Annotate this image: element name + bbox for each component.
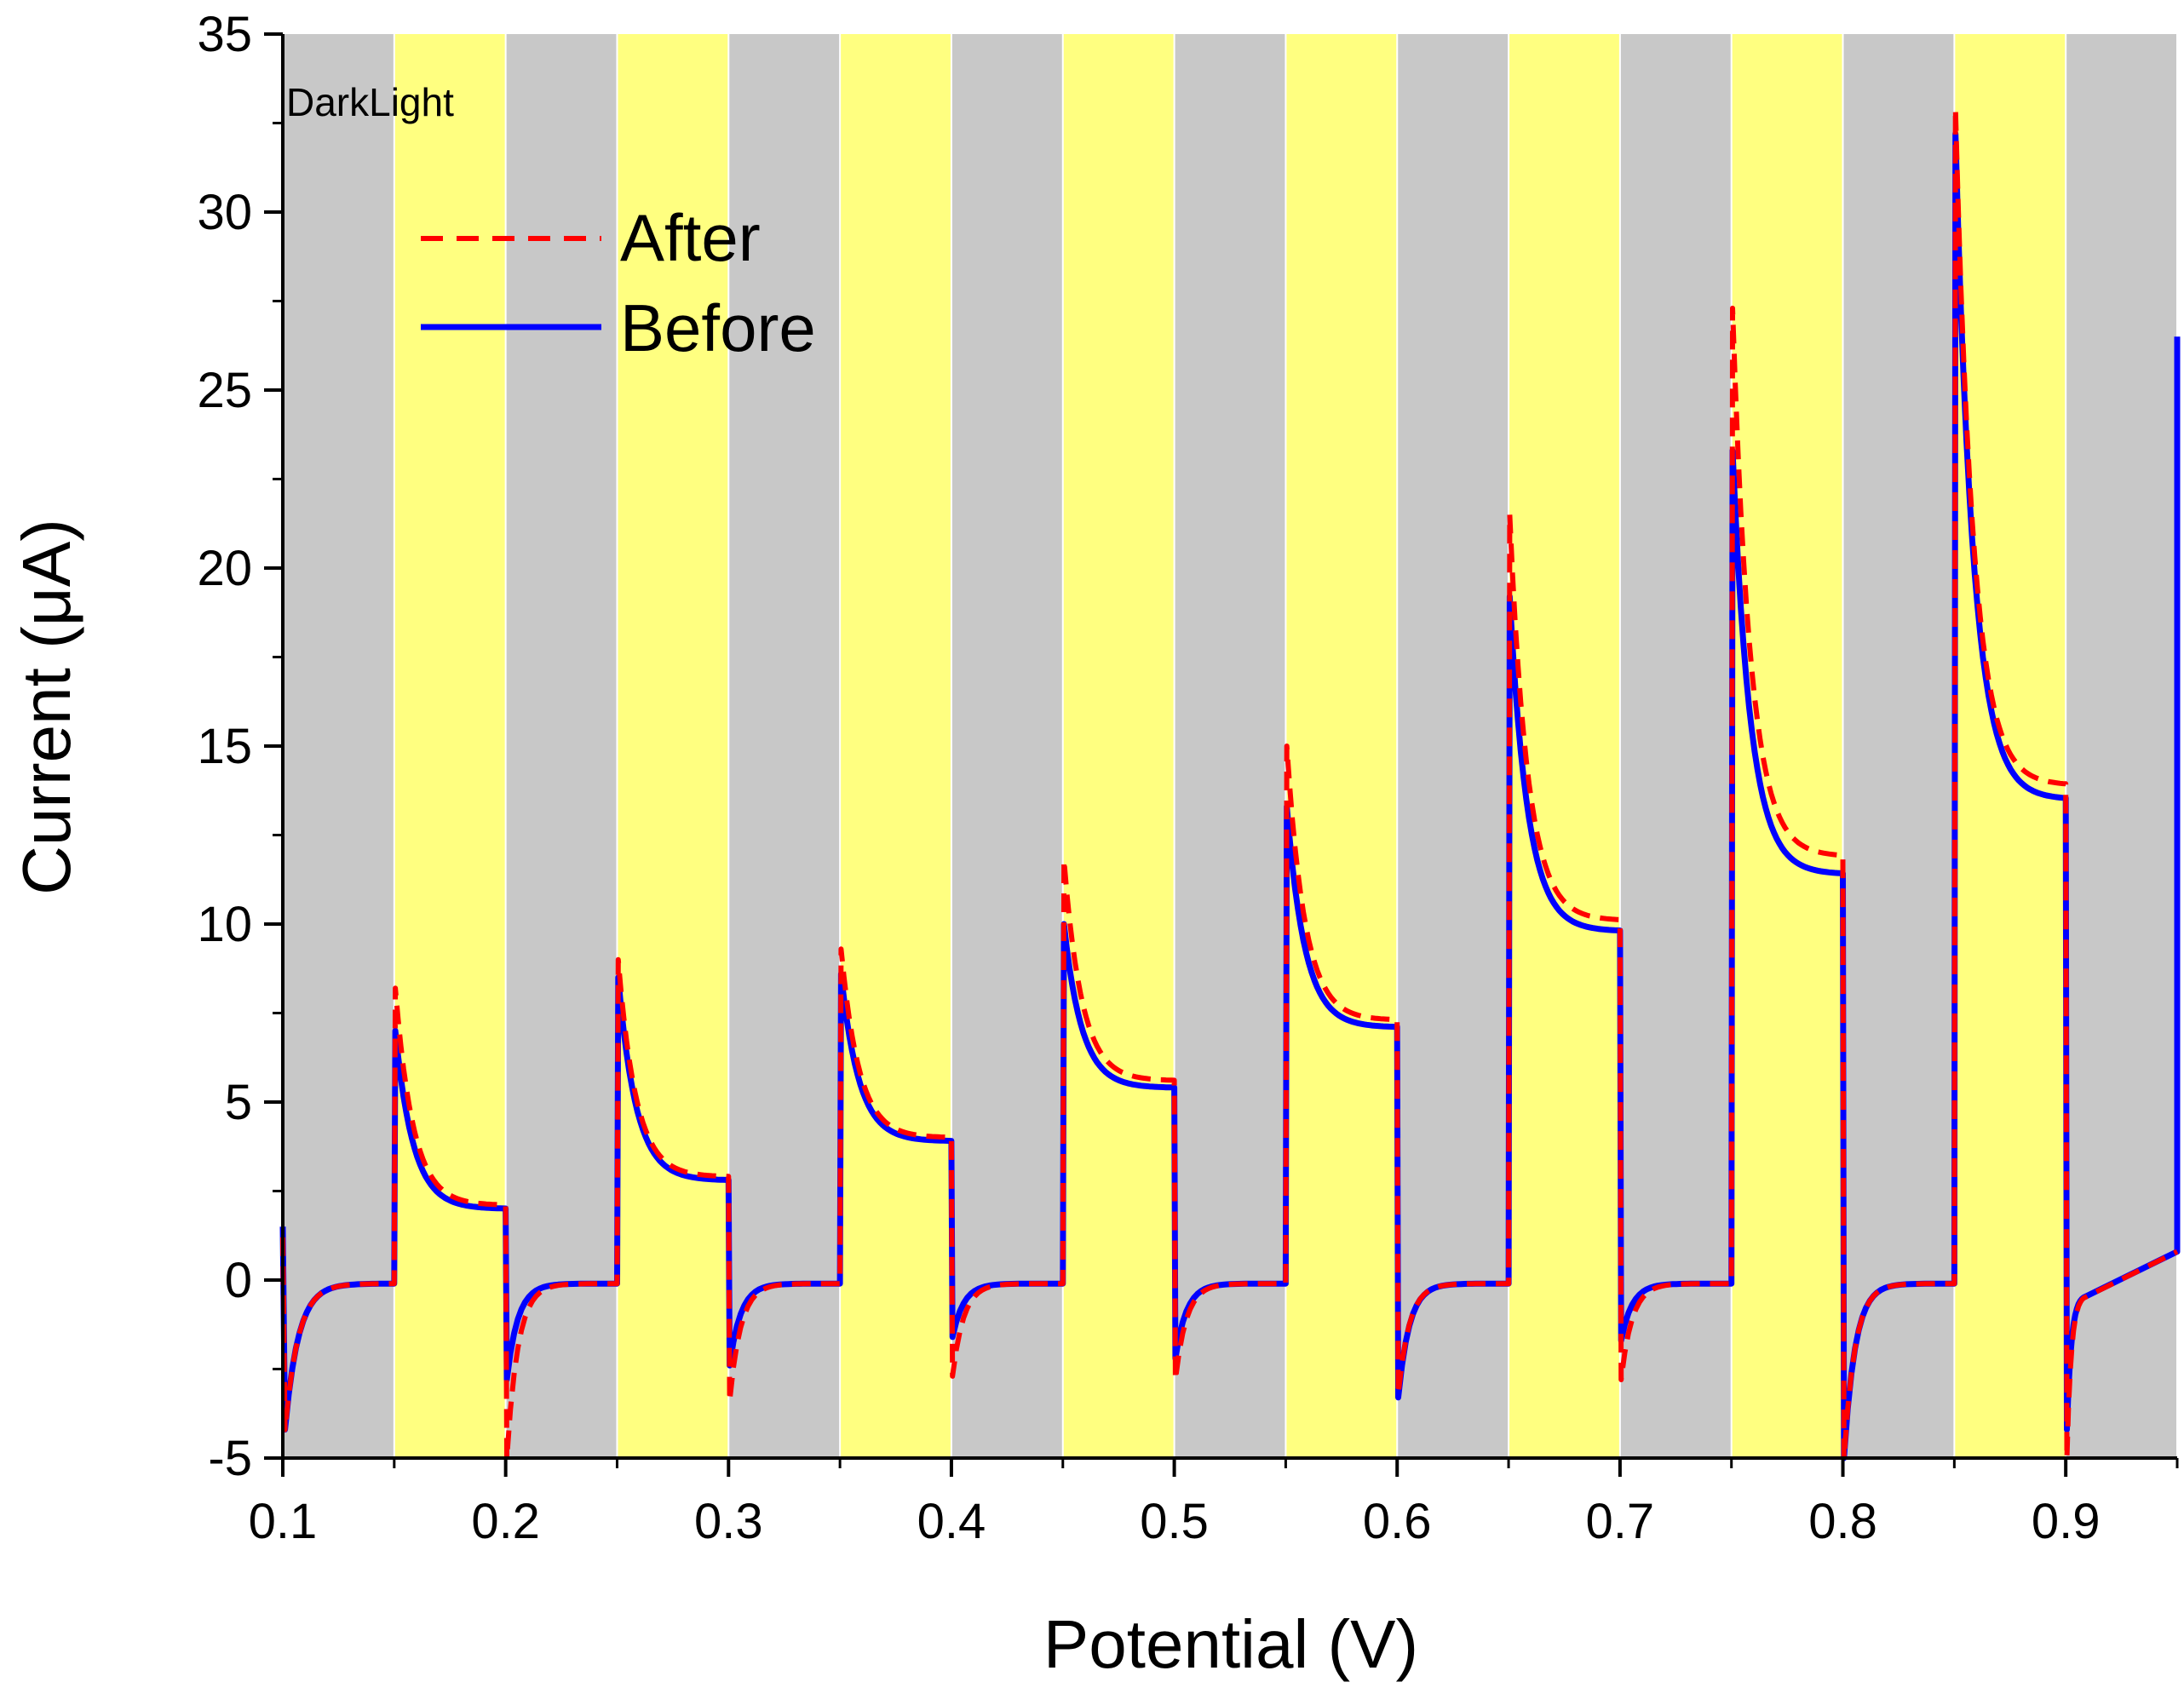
band-dark-8 [1175, 34, 1285, 1458]
band-light-11 [1509, 34, 1619, 1458]
y-tick-label: 0 [225, 1253, 252, 1308]
band-dark-6 [951, 34, 1062, 1458]
x-tick-label: 0.6 [1363, 1494, 1432, 1549]
band-dark-12 [1620, 34, 1731, 1458]
legend-label-after: After [620, 200, 761, 275]
series-layer [279, 106, 2181, 1461]
legend-label-before: Before [620, 290, 816, 365]
band-dark-0 [284, 34, 394, 1458]
x-tick-label: 0.5 [1140, 1494, 1209, 1549]
x-axis-title: Potential (V) [1043, 1606, 1418, 1682]
y-tick-label: 15 [197, 719, 252, 774]
x-tick-label: 0.4 [917, 1494, 986, 1549]
band-light-9 [1286, 34, 1397, 1458]
x-tick-label: 0.7 [1586, 1494, 1655, 1549]
legend: After Before [421, 200, 816, 365]
y-tick-label: 10 [197, 897, 252, 952]
band-dark-14 [1843, 34, 1954, 1458]
band-dark-2 [506, 34, 617, 1458]
y-tick-label: 25 [197, 363, 252, 418]
y-tick-label: 35 [197, 7, 252, 62]
series-line-before [279, 130, 2181, 1461]
y-tick-label: 20 [197, 541, 252, 596]
band-light-3 [618, 34, 728, 1458]
y-tick-label: -5 [208, 1431, 252, 1486]
x-tick-label: 0.8 [1808, 1494, 1877, 1549]
dark-light-annotation: DarkLight [286, 80, 454, 124]
x-tick-label: 0.1 [249, 1494, 318, 1549]
x-tick-label: 0.3 [694, 1494, 763, 1549]
x-tick-label: 0.9 [2032, 1494, 2101, 1549]
series-line-after [280, 106, 2179, 1461]
band-dark-10 [1398, 34, 1509, 1458]
y-axis-title: Current (μA) [9, 519, 84, 895]
band-light-7 [1063, 34, 1174, 1458]
band-dark-4 [729, 34, 840, 1458]
band-light-5 [841, 34, 951, 1458]
x-tick-label: 0.2 [471, 1494, 540, 1549]
dark-light-bands [284, 34, 2176, 1458]
band-light-1 [394, 34, 505, 1458]
band-light-13 [1732, 34, 1842, 1458]
band-dark-16 [2066, 34, 2176, 1458]
y-tick-label: 30 [197, 185, 252, 240]
band-light-15 [1955, 34, 2066, 1458]
axes: -5 0 5 10 15 20 25 30 35 0.1 0.2 0.3 0.4 0.5 0.6 0.7 0.8… [197, 7, 2179, 1549]
y-tick-label: 5 [225, 1075, 252, 1130]
